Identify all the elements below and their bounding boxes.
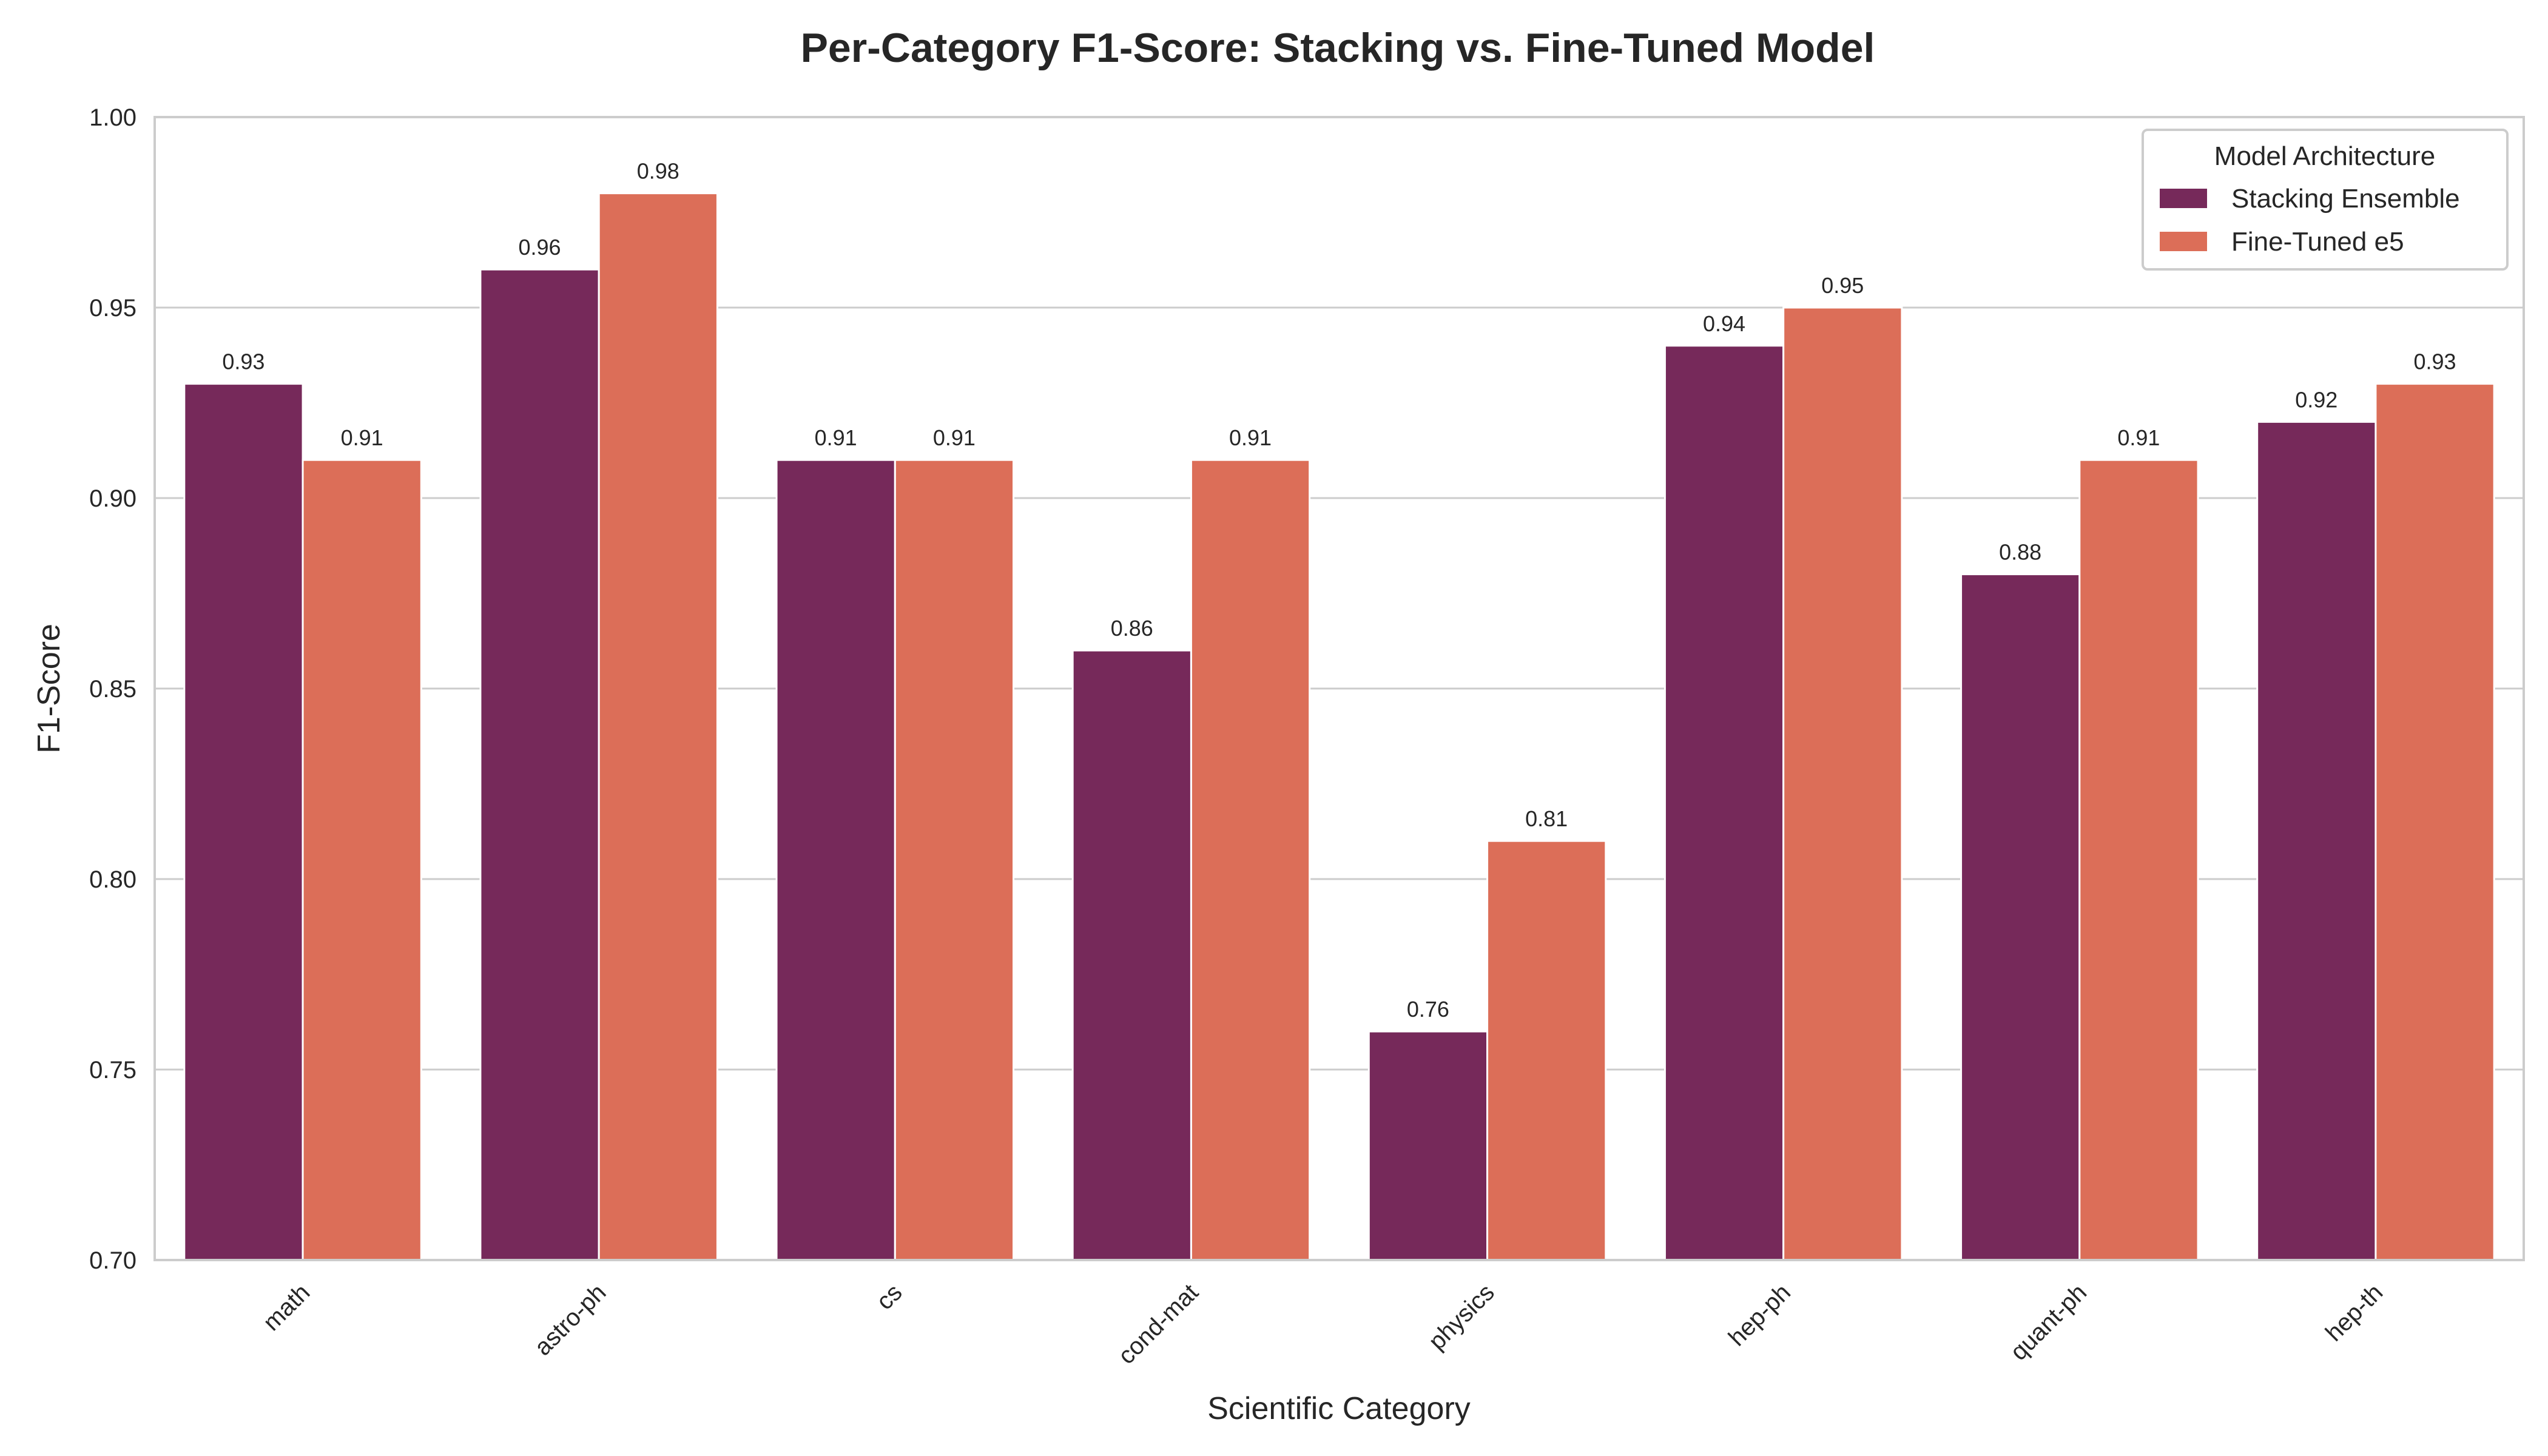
value-label: 0.91: [815, 425, 857, 450]
value-label: 0.81: [1525, 806, 1568, 831]
bar-finetuned-astro-ph: [598, 192, 718, 1261]
bar-finetuned-math: [302, 459, 422, 1261]
value-label: 0.88: [1999, 540, 2041, 565]
legend-frame: [2142, 129, 2509, 271]
y-axis: 0.70 0.75 0.80 0.85 0.90 0.95 1.00: [89, 104, 136, 1274]
x-axis-label: Scientific Category: [1207, 1391, 1471, 1426]
value-label: 0.91: [341, 425, 383, 450]
value-label: 0.93: [2414, 349, 2456, 374]
y-tick-label: 0.75: [89, 1057, 136, 1084]
value-label: 0.93: [222, 349, 265, 374]
bar-finetuned-hep-ph: [1782, 306, 1903, 1261]
y-tick-label: 0.70: [89, 1247, 136, 1274]
bar-stacking-quant-ph: [1960, 573, 2081, 1261]
value-label: 0.91: [1229, 425, 1272, 450]
bar-stacking-math: [183, 383, 304, 1261]
value-label: 0.86: [1111, 616, 1153, 641]
bar-finetuned-physics: [1486, 840, 1607, 1261]
bar-stacking-hep-ph: [1663, 345, 1785, 1261]
value-label: 0.98: [637, 159, 679, 184]
bar-stacking-cs: [775, 459, 896, 1261]
y-tick-label: 0.90: [89, 485, 136, 512]
y-tick-label: 0.95: [89, 295, 136, 322]
legend-label-finetuned: Fine-Tuned e5: [2231, 227, 2404, 257]
bar-finetuned-cond-mat: [1190, 459, 1311, 1261]
legend: Model Architecture Stacking Ensemble Fin…: [2142, 129, 2509, 271]
y-tick-label: 0.80: [89, 866, 136, 893]
value-label: 0.96: [519, 235, 561, 260]
y-tick-label: 0.85: [89, 676, 136, 703]
chart-title: Per-Category F1-Score: Stacking vs. Fine…: [801, 25, 1875, 71]
legend-title: Model Architecture: [2214, 141, 2435, 171]
bar-stacking-hep-th: [2256, 420, 2377, 1261]
bar-finetuned-quant-ph: [2078, 459, 2199, 1261]
bar-stacking-astro-ph: [479, 268, 600, 1261]
y-tick-label: 1.00: [89, 104, 136, 131]
legend-label-stacking: Stacking Ensemble: [2231, 184, 2460, 214]
value-label: 0.94: [1703, 311, 1745, 336]
value-label: 0.95: [1821, 273, 1864, 298]
legend-swatch-stacking: [2160, 189, 2207, 208]
value-label: 0.91: [2117, 425, 2160, 450]
bar-finetuned-hep-th: [2374, 383, 2495, 1261]
value-label: 0.92: [2295, 387, 2337, 412]
y-axis-label: F1-Score: [32, 624, 67, 753]
plot-frame: [153, 116, 2525, 1261]
value-label: 0.91: [933, 425, 976, 450]
value-labels: 0.93 0.91 0.96 0.98 0.91 0.91 0.86 0.91 0.76 0.81…: [222, 159, 2456, 1022]
bar-stacking-physics: [1367, 1030, 1489, 1261]
bar-finetuned-cs: [894, 459, 1015, 1261]
bar-stacking-cond-mat: [1071, 649, 1192, 1261]
value-label: 0.76: [1407, 997, 1449, 1022]
legend-swatch-finetuned: [2160, 232, 2207, 251]
